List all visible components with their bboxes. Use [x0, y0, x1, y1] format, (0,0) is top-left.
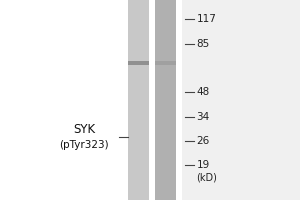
Bar: [154, 61, 176, 65]
Text: 26: 26: [196, 136, 210, 146]
Text: (kD): (kD): [196, 172, 218, 182]
Text: 34: 34: [196, 112, 210, 122]
Bar: [154, 0, 176, 200]
Text: (pTyr323): (pTyr323): [59, 140, 109, 150]
Text: 48: 48: [196, 87, 210, 97]
Text: 117: 117: [196, 14, 216, 24]
Text: SYK: SYK: [73, 123, 95, 136]
Text: 19: 19: [196, 160, 210, 170]
Bar: [0, 0, 182, 200]
Bar: [128, 0, 148, 200]
Bar: [128, 61, 148, 65]
Text: 85: 85: [196, 39, 210, 49]
